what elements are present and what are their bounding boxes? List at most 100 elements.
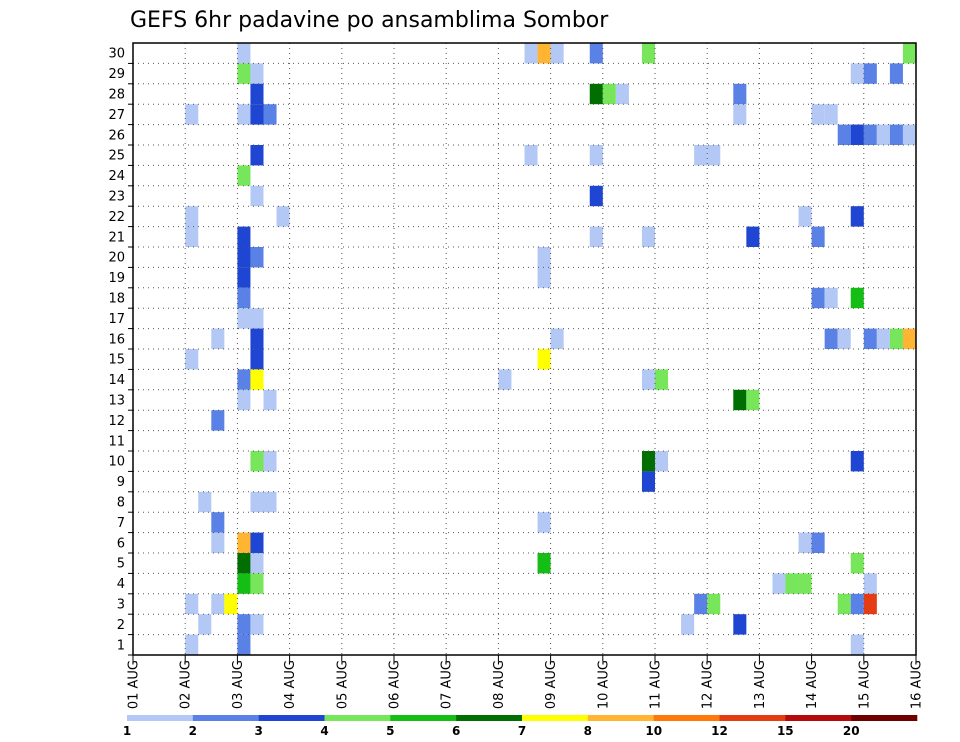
colorbar-label: 2 [189, 724, 197, 738]
heatmap-cell [811, 104, 825, 125]
heatmap-cell [863, 573, 877, 594]
heatmap-cell [237, 247, 251, 268]
heatmap-cell [733, 389, 747, 411]
heatmap-cell [524, 145, 538, 166]
heatmap-cell [902, 124, 916, 145]
y-tick-label: 13 [108, 394, 125, 409]
heatmap-cell [250, 451, 264, 472]
y-tick-label: 1 [117, 638, 125, 653]
y-tick-label: 9 [117, 475, 125, 490]
heatmap-cell [250, 247, 264, 268]
colorbar-segment [785, 715, 852, 721]
heatmap-cell [250, 185, 264, 207]
colorbar-label: 20 [843, 724, 860, 738]
heatmap-cell [811, 532, 825, 553]
heatmap-cell [641, 43, 655, 64]
x-tick-label: 15 AUG [857, 660, 872, 709]
heatmap-cell [850, 287, 864, 309]
chart-title: GEFS 6hr padavine po ansamblima Sombor [130, 8, 609, 33]
x-tick-label: 01 AUG [127, 660, 142, 709]
heatmap-cell [589, 185, 603, 207]
y-tick-label: 21 [108, 230, 125, 245]
y-tick-label: 27 [108, 108, 125, 123]
heatmap-cell [655, 451, 669, 472]
y-tick-label: 14 [108, 373, 125, 388]
y-tick-label: 24 [108, 169, 125, 184]
y-tick-label: 26 [108, 128, 125, 143]
heatmap-cell [250, 614, 264, 635]
heatmap-cell [798, 206, 812, 227]
colorbar-label: 7 [518, 724, 526, 738]
heatmap-cell [850, 593, 864, 615]
heatmap-cell [824, 287, 838, 309]
heatmap-cell [237, 553, 251, 574]
heatmap-cell [237, 287, 251, 309]
x-tick-label: 09 AUG [544, 660, 559, 709]
heatmap-cell [811, 287, 825, 309]
heatmap-cell [733, 614, 747, 635]
heatmap-cell [237, 614, 251, 635]
heatmap-cell [902, 328, 916, 349]
heatmap-cell [550, 328, 564, 349]
heatmap-cell [785, 573, 799, 594]
heatmap-cell [250, 491, 264, 513]
heatmap-cell [850, 124, 864, 145]
heatmap-cell [250, 328, 264, 349]
y-tick-label: 10 [108, 455, 125, 470]
heatmap-cell [589, 43, 603, 64]
colorbar-label: 4 [320, 724, 328, 738]
heatmap-cell [211, 532, 225, 553]
heatmap-cell [537, 43, 551, 64]
y-tick-label: 17 [108, 312, 125, 327]
y-tick-label: 3 [117, 598, 125, 613]
heatmap-cell [237, 43, 251, 64]
heatmap-cell [211, 593, 225, 615]
heatmap-cell [589, 83, 603, 105]
colorbar-segment [258, 715, 325, 721]
y-tick-label: 6 [117, 536, 125, 551]
heatmap-cell [876, 124, 890, 145]
heatmap-cell [641, 369, 655, 390]
y-tick-label: 11 [108, 434, 125, 449]
heatmap-cell [837, 328, 851, 349]
x-axis-ticks: 01 AUG 02 AUG 03 AUG 04 AUG 05 AUG 06 AUG 07 A… [127, 655, 925, 709]
heatmap-cell [250, 63, 264, 84]
heatmap-cell [250, 532, 264, 553]
heatmap-cells [185, 43, 916, 655]
heatmap-cell [889, 124, 903, 145]
heatmap-cell [250, 349, 264, 370]
heatmap-cell [237, 267, 251, 288]
colorbar-segment [390, 715, 457, 721]
x-tick-label: 11 AUG [649, 660, 664, 709]
heatmap-cell [589, 145, 603, 166]
heatmap-cell [772, 573, 786, 594]
colorbar-label: 15 [777, 724, 794, 738]
heatmap-cell [889, 328, 903, 349]
colorbar-label: 5 [386, 724, 394, 738]
heatmap-cell [185, 593, 199, 615]
colorbar-label: 12 [711, 724, 728, 738]
heatmap-cell [211, 410, 225, 431]
heatmap-cell [850, 451, 864, 472]
heatmap-cell [498, 369, 512, 390]
y-tick-label: 30 [108, 47, 125, 62]
colorbar-label: 1 [123, 724, 131, 738]
heatmap-cell [276, 206, 290, 227]
heatmap-cell [902, 43, 916, 64]
heatmap-cell [850, 553, 864, 574]
y-tick-label: 29 [108, 67, 125, 82]
heatmap-cell [863, 124, 877, 145]
heatmap-cell [237, 369, 251, 390]
heatmap-cell [185, 104, 199, 125]
colorbar: 1 2 3 4 5 6 7 8 10 12 15 20 [123, 715, 918, 738]
heatmap-cell [746, 389, 760, 411]
heatmap-cell [237, 63, 251, 84]
heatmap-cell [185, 634, 199, 655]
heatmap-cell [237, 532, 251, 553]
heatmap-cell [876, 328, 890, 349]
heatmap-cell [694, 145, 708, 166]
grid-lines [133, 43, 916, 655]
heatmap-cell [250, 145, 264, 166]
y-tick-label: 19 [108, 271, 125, 286]
colorbar-segment [719, 715, 786, 721]
